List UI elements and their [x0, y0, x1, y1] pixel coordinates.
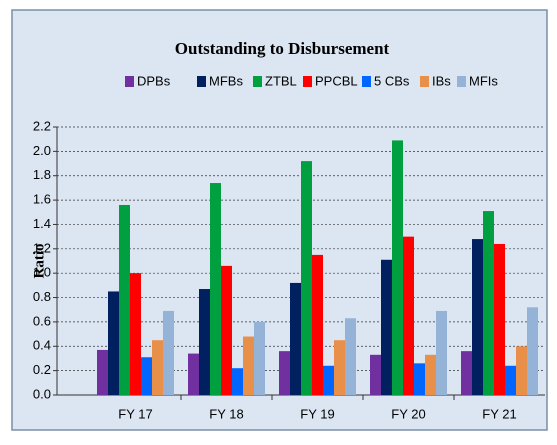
bar [232, 368, 243, 395]
bar [210, 183, 221, 395]
bar [334, 340, 345, 395]
legend-swatch [197, 76, 206, 87]
x-tick-label: FY 18 [209, 406, 243, 421]
bar [436, 310, 447, 395]
bar [392, 140, 403, 395]
bar [527, 307, 538, 395]
bar [221, 265, 232, 395]
bar [312, 254, 323, 395]
y-axis-label: Ratio [31, 244, 47, 279]
bar [199, 289, 210, 395]
y-tick-label: 0.0 [33, 386, 51, 401]
legend-label: MFBs [209, 73, 243, 88]
bar [345, 318, 356, 395]
bar [494, 243, 505, 395]
y-tick-label: 1.4 [33, 216, 51, 231]
y-tick-label: 2.2 [33, 118, 51, 133]
bar [97, 349, 108, 395]
legend-label: IBs [432, 73, 451, 88]
legend-label: PPCBL [315, 73, 358, 88]
y-tick-label: 1.8 [33, 167, 51, 182]
bar [505, 365, 516, 395]
x-tick-label: FY 20 [391, 406, 425, 421]
y-tick-label: 2.0 [33, 143, 51, 158]
legend-label: 5 CBs [374, 73, 410, 88]
legend-swatch [457, 76, 466, 87]
bar [290, 282, 301, 395]
legend-swatch [303, 76, 312, 87]
bar [403, 236, 414, 395]
legend-swatch [125, 76, 134, 87]
x-tick-label: FY 17 [118, 406, 152, 421]
bar [108, 291, 119, 395]
bar [370, 354, 381, 395]
bar [323, 365, 334, 395]
legend-swatch [253, 76, 262, 87]
bar [279, 351, 290, 395]
legend-label: MFIs [469, 73, 498, 88]
bar [461, 351, 472, 395]
bar [130, 273, 141, 395]
bar [243, 336, 254, 395]
chart-title: Outstanding to Disbursement [175, 39, 390, 58]
bar [516, 346, 527, 395]
legend-swatch [420, 76, 429, 87]
legend-swatch [362, 76, 371, 87]
bar [414, 363, 425, 395]
y-tick-label: 0.8 [33, 289, 51, 304]
y-tick-label: 0.6 [33, 313, 51, 328]
bar [152, 340, 163, 395]
y-tick-label: 0.4 [33, 338, 51, 353]
y-tick-label: 1.2 [33, 240, 51, 255]
bar [141, 357, 152, 395]
bar [425, 354, 436, 395]
bar [381, 259, 392, 395]
x-tick-label: FY 19 [300, 406, 334, 421]
bar [472, 239, 483, 395]
legend-label: ZTBL [265, 73, 297, 88]
y-tick-label: 1.0 [33, 265, 51, 280]
bar [301, 161, 312, 395]
bar [483, 211, 494, 395]
bar [163, 310, 174, 395]
y-tick-label: 1.6 [33, 192, 51, 207]
x-tick-label: FY 21 [482, 406, 516, 421]
legend-label: DPBs [137, 73, 171, 88]
bar [254, 321, 265, 395]
bar [119, 204, 130, 395]
y-tick-label: 0.2 [33, 362, 51, 377]
bar [188, 353, 199, 395]
